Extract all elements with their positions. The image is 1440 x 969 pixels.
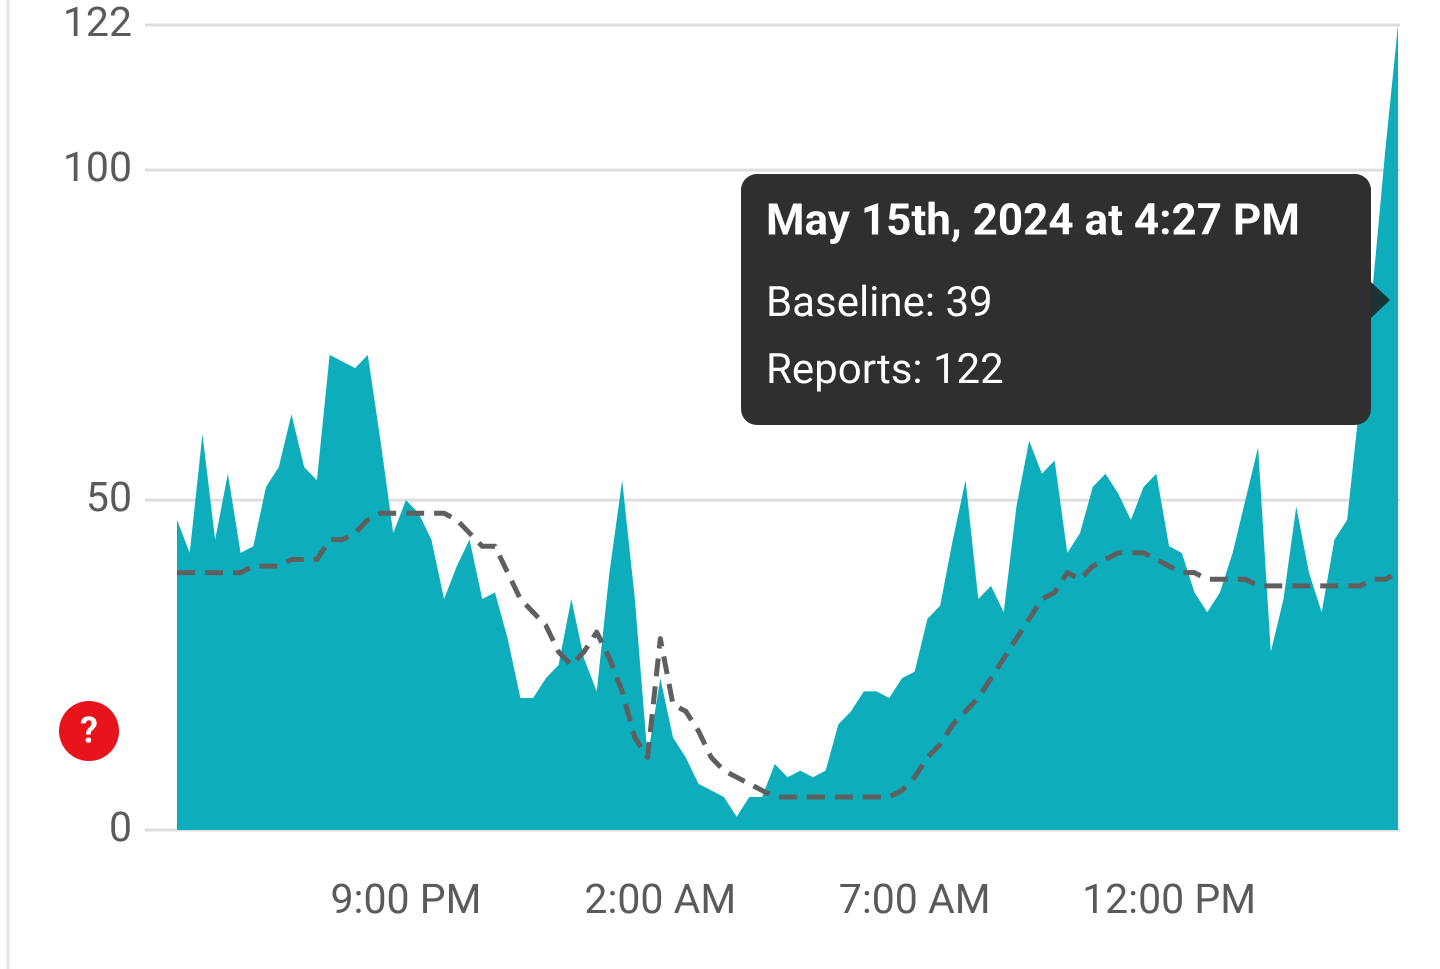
tooltip-title: May 15th, 2024 at 4:27 PM	[766, 194, 1300, 246]
help-icon[interactable]: ?	[59, 701, 119, 761]
tooltip: May 15th, 2024 at 4:27 PM Baseline: 39 R…	[741, 174, 1390, 425]
axis: 0 50 100 122 9:00 PM 2:00 AM 7:00 AM 12:00 PM	[63, 0, 1256, 924]
tooltip-line: Reports: 122	[766, 345, 1004, 394]
tooltip-line: Baseline: 39	[766, 278, 993, 327]
tooltip-pointer	[1371, 282, 1390, 318]
baseline-line	[177, 510, 1400, 800]
reports-area	[177, 25, 1398, 830]
y-tick-label: 0	[109, 804, 132, 852]
y-tick-label: 122	[63, 0, 132, 47]
y-tick-label: 100	[63, 144, 132, 192]
x-tick-label: 2:00 AM	[584, 876, 736, 924]
x-tick-label: 9:00 PM	[330, 876, 481, 924]
tooltip-box	[741, 174, 1371, 425]
x-tick-label: 7:00 AM	[839, 876, 991, 924]
x-tick-label: 12:00 PM	[1082, 876, 1256, 924]
y-tick-label: 50	[86, 474, 132, 522]
plot-area	[177, 25, 1400, 830]
help-icon-circle[interactable]	[59, 701, 119, 761]
help-icon-text[interactable]: ?	[80, 710, 98, 752]
